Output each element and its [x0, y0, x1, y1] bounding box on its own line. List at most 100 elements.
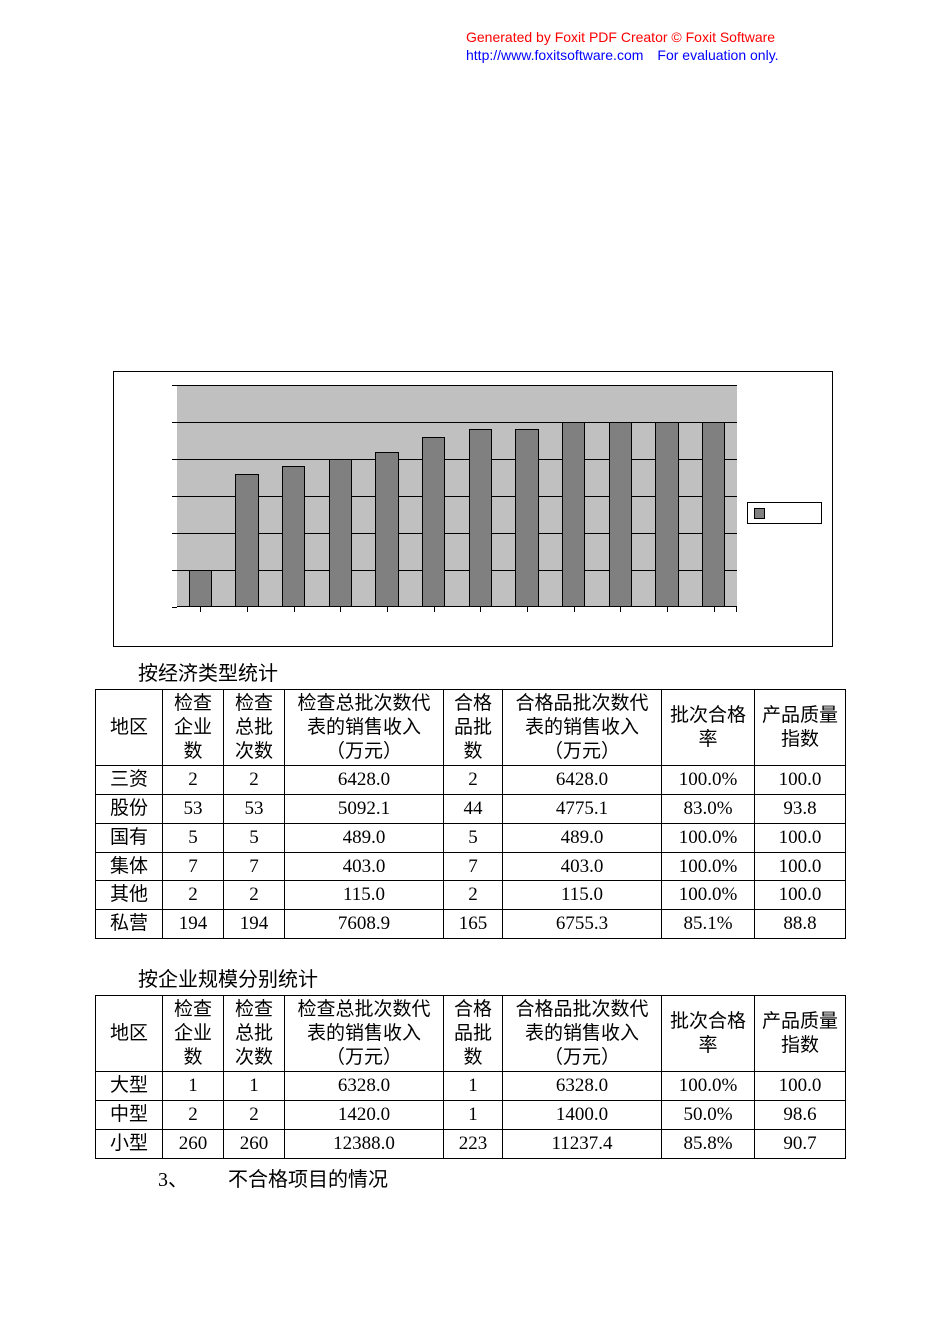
table-cell: 6428.0: [503, 766, 662, 795]
table-cell: 2: [224, 1101, 285, 1130]
table-cell: 7: [163, 852, 224, 881]
legend-swatch: [754, 508, 765, 519]
table-cell: 2: [444, 766, 503, 795]
table-cell: 12388.0: [285, 1129, 444, 1158]
section1-title: 按经济类型统计: [138, 657, 278, 686]
table-header-cell: 合格品批数: [444, 996, 503, 1072]
table-cell: 403.0: [285, 852, 444, 881]
table-enterprise-scale: 地区检查企业数检查总批次数检查总批次数代表的销售收入（万元）合格品批数合格品批次…: [95, 995, 846, 1159]
chart-bar: [189, 570, 212, 607]
table-cell: 100.0: [755, 852, 846, 881]
table-row: 国有55489.05489.0100.0%100.0: [96, 823, 846, 852]
table-header-cell: 检查企业数: [163, 690, 224, 766]
table-cell: 50.0%: [662, 1101, 755, 1130]
table-cell: 7608.9: [285, 910, 444, 939]
chart-xtick: [387, 607, 388, 612]
chart-xtick: [714, 607, 715, 612]
table-cell: 85.8%: [662, 1129, 755, 1158]
chart-baseline: [177, 606, 737, 607]
table-cell: 6328.0: [503, 1072, 662, 1101]
table-cell: 其他: [96, 881, 163, 910]
chart-gridline: [177, 533, 737, 534]
table-cell: 小型: [96, 1129, 163, 1158]
table-cell: 100.0%: [662, 823, 755, 852]
table-cell: 100.0: [755, 766, 846, 795]
table-header-cell: 合格品批数: [444, 690, 503, 766]
chart-bar: [422, 437, 445, 607]
table-cell: 集体: [96, 852, 163, 881]
table-cell: 53: [224, 795, 285, 824]
chart-xtick: [200, 607, 201, 612]
table-header-cell: 地区: [96, 690, 163, 766]
table-cell: 4775.1: [503, 795, 662, 824]
table-cell: 2: [444, 881, 503, 910]
table-cell: 489.0: [285, 823, 444, 852]
table-header-cell: 合格品批次数代表的销售收入（万元）: [503, 690, 662, 766]
table-row: 小型26026012388.022311237.485.8%90.7: [96, 1129, 846, 1158]
section2-title: 按企业规模分别统计: [138, 963, 318, 992]
table-cell: 260: [163, 1129, 224, 1158]
table-cell: 98.6: [755, 1101, 846, 1130]
table-cell: 7: [444, 852, 503, 881]
chart-xtick: [294, 607, 295, 612]
table-cell: 100.0%: [662, 766, 755, 795]
chart-bar: [515, 429, 538, 607]
table-cell: 1: [444, 1072, 503, 1101]
table-cell: 2: [224, 881, 285, 910]
table-cell: 1: [163, 1072, 224, 1101]
table-header-cell: 检查总批次数代表的销售收入（万元）: [285, 690, 444, 766]
chart-plot-area: [177, 385, 737, 607]
table-cell: 100.0%: [662, 881, 755, 910]
chart-ytick: [172, 422, 177, 423]
table-cell: 53: [163, 795, 224, 824]
table-cell: 489.0: [503, 823, 662, 852]
table-header-cell: 地区: [96, 996, 163, 1072]
chart-bar: [702, 422, 725, 607]
table-cell: 国有: [96, 823, 163, 852]
table-cell: 私营: [96, 910, 163, 939]
table-economy-type: 地区检查企业数检查总批次数检查总批次数代表的销售收入（万元）合格品批数合格品批次…: [95, 689, 846, 939]
chart-gridline: [177, 385, 737, 386]
table-header-cell: 检查总批次数: [224, 690, 285, 766]
table-cell: 中型: [96, 1101, 163, 1130]
table-row: 其他22115.02115.0100.0%100.0: [96, 881, 846, 910]
table-header-cell: 合格品批次数代表的销售收入（万元）: [503, 996, 662, 1072]
table-cell: 大型: [96, 1072, 163, 1101]
table-cell: 165: [444, 910, 503, 939]
table-cell: 194: [163, 910, 224, 939]
chart-bar: [562, 422, 585, 607]
table-cell: 2: [224, 766, 285, 795]
chart-ytick: [172, 385, 177, 386]
table-cell: 223: [444, 1129, 503, 1158]
watermark-line1: Generated by Foxit PDF Creator © Foxit S…: [466, 28, 779, 46]
table-row: 股份53535092.1444775.183.0%93.8: [96, 795, 846, 824]
chart-bar: [609, 422, 632, 607]
footer-text: 不合格项目的情况: [228, 1163, 388, 1192]
table-cell: 5: [444, 823, 503, 852]
chart-gridline: [177, 459, 737, 460]
chart-ytick: [172, 570, 177, 571]
chart-bar: [375, 452, 398, 607]
table-cell: 100.0: [755, 823, 846, 852]
table-cell: 194: [224, 910, 285, 939]
table-cell: 1: [224, 1072, 285, 1101]
table-row: 集体77403.07403.0100.0%100.0: [96, 852, 846, 881]
chart-xtick: [574, 607, 575, 612]
table-cell: 三资: [96, 766, 163, 795]
table-header-cell: 批次合格率: [662, 996, 755, 1072]
table-cell: 44: [444, 795, 503, 824]
chart-ytick: [172, 459, 177, 460]
table-cell: 5: [224, 823, 285, 852]
table-header-cell: 批次合格率: [662, 690, 755, 766]
chart-xtick: [527, 607, 528, 612]
chart-bar: [655, 422, 678, 607]
table-row: 中型221420.011400.050.0%98.6: [96, 1101, 846, 1130]
table-row: 私营1941947608.91656755.385.1%88.8: [96, 910, 846, 939]
chart-ytick: [172, 533, 177, 534]
table-cell: 2: [163, 881, 224, 910]
chart-ytick: [172, 496, 177, 497]
table-cell: 股份: [96, 795, 163, 824]
table-cell: 7: [224, 852, 285, 881]
bar-chart: [113, 371, 833, 647]
table-cell: 100.0: [755, 881, 846, 910]
